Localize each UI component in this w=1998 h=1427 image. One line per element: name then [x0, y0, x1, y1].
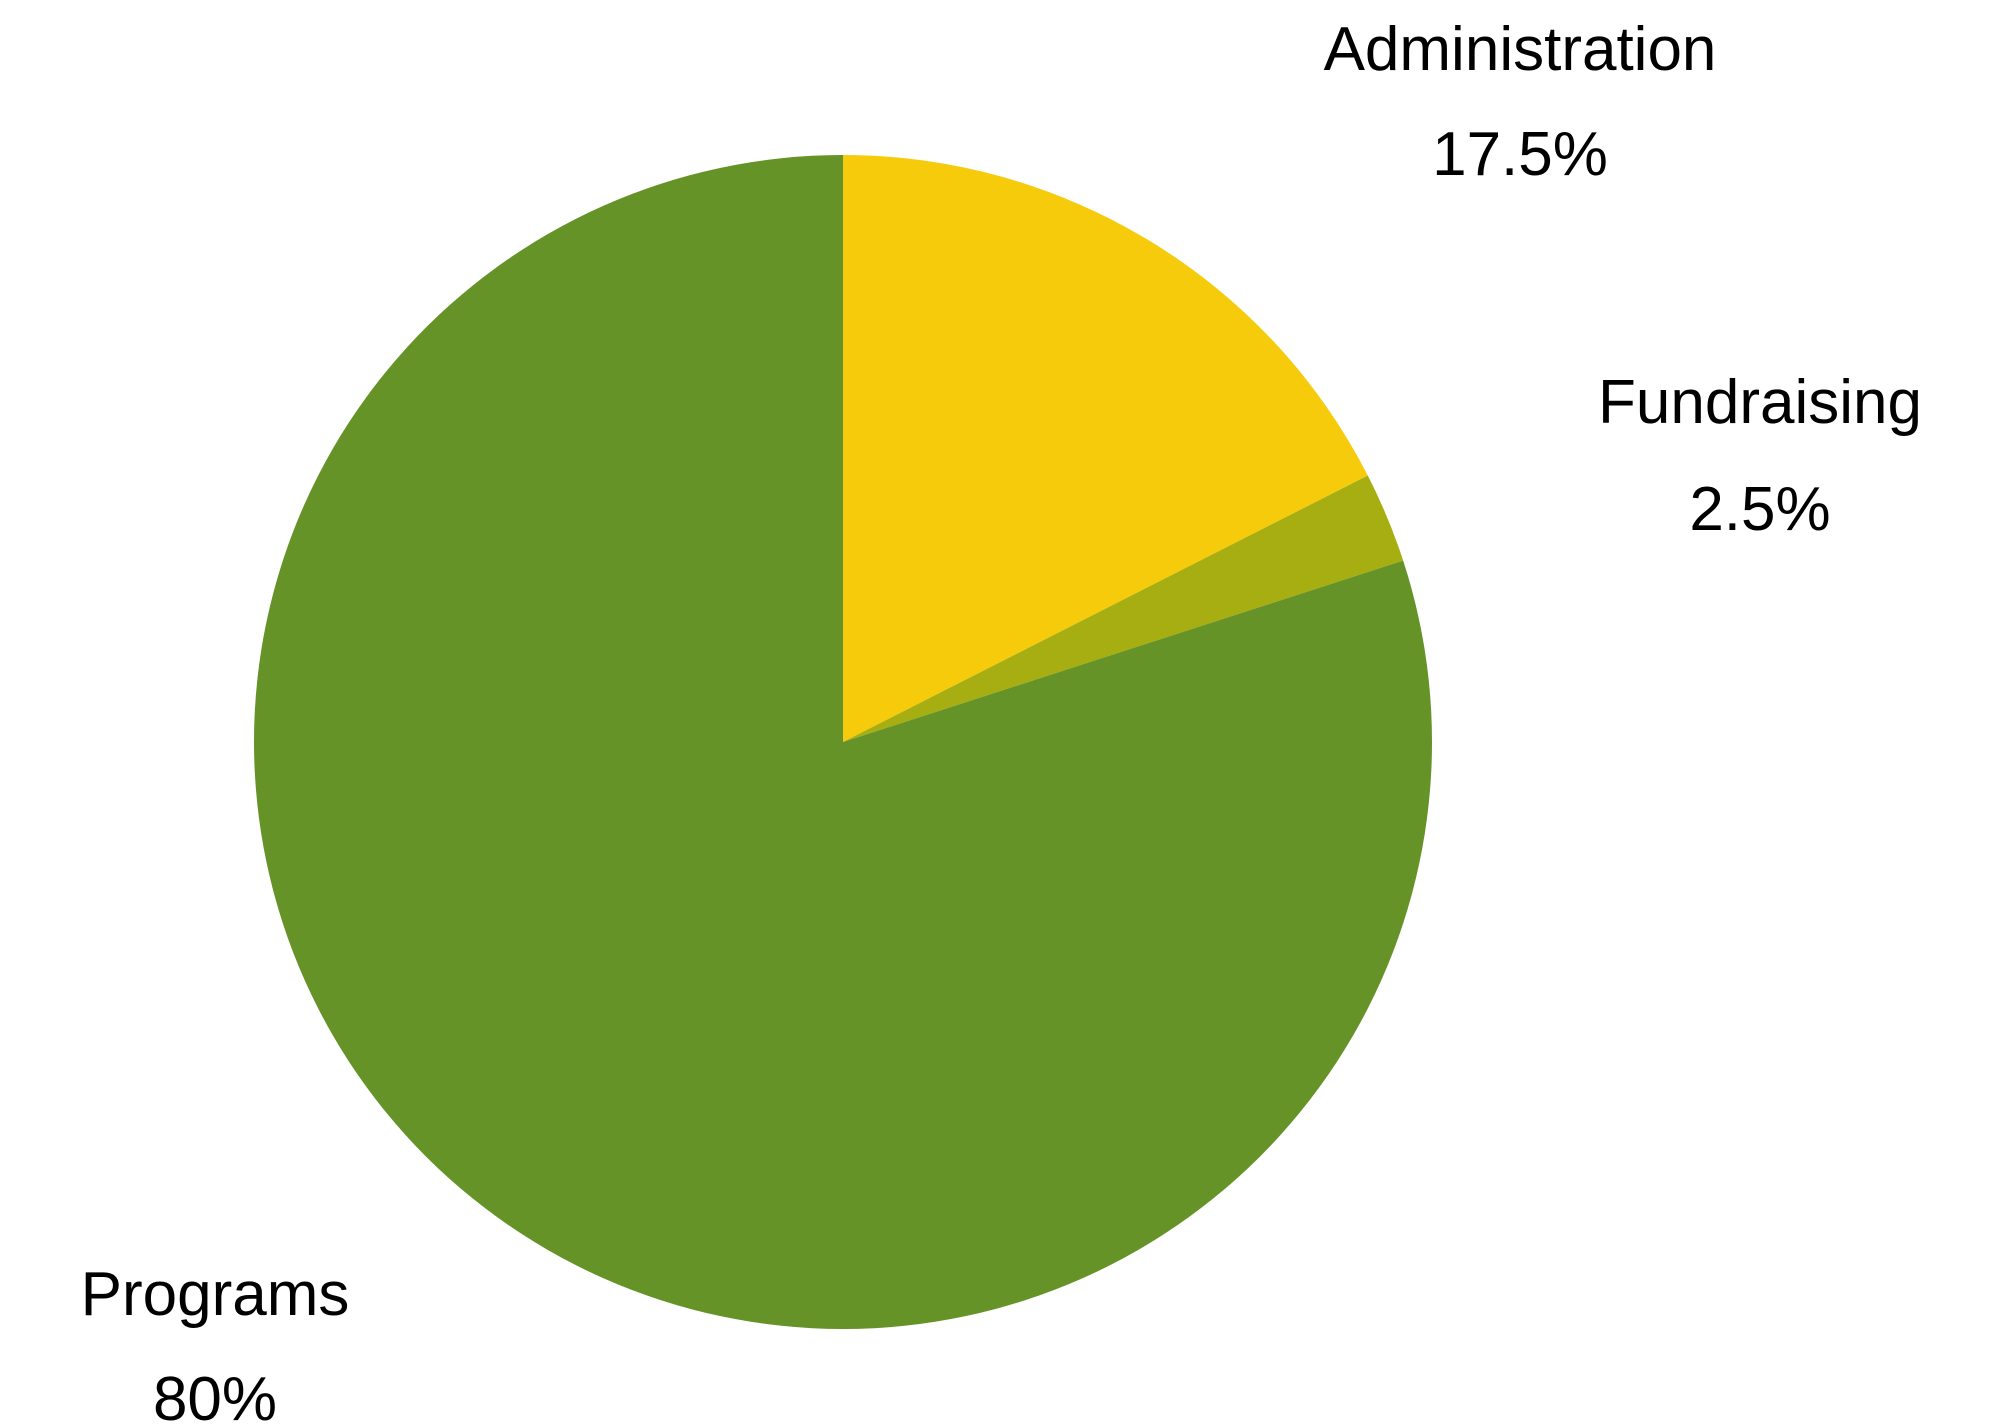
- pie-slices: [253, 155, 1432, 1329]
- slice-fundraising: [843, 475, 1404, 742]
- slice-value-fundraising: 2.5%: [1689, 475, 1830, 544]
- slice-label-administration: Administration: [1324, 15, 1717, 84]
- slice-labels: Administration 17.5% Fundraising 2.5% Progra…: [81, 15, 1922, 1427]
- slice-value-programs: 80%: [153, 1365, 277, 1427]
- slice-programs: [253, 155, 1432, 1329]
- slice-label-programs: Programs: [81, 1260, 350, 1329]
- slice-label-fundraising: Fundraising: [1598, 368, 1922, 437]
- slice-value-administration: 17.5%: [1432, 120, 1608, 189]
- slice-administration: [843, 155, 1368, 742]
